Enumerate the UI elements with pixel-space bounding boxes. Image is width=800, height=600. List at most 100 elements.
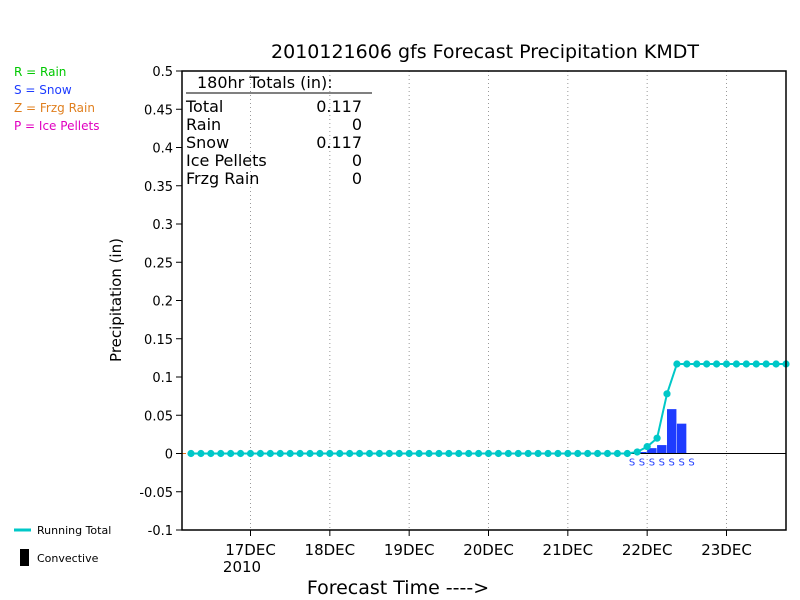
type-legend-item: Z = Frzg Rain xyxy=(14,101,95,115)
running-total-point xyxy=(712,360,721,368)
running-total-point xyxy=(643,443,651,451)
y-tick-label: -0.1 xyxy=(148,524,173,539)
x-tick-label: 18DEC xyxy=(305,541,356,559)
type-legend-item: R = Rain xyxy=(14,65,66,79)
precip-type-marker: S xyxy=(688,458,694,469)
running-total-point xyxy=(197,449,205,458)
totals-row-label: Rain xyxy=(186,115,221,134)
running-total-point xyxy=(415,449,423,458)
y-tick-label: 0.4 xyxy=(152,142,173,157)
running-total-point xyxy=(742,360,750,368)
type-legend-item: P = Ice Pellets xyxy=(14,119,99,133)
type-legend-item: S = Snow xyxy=(14,83,72,97)
y-axis-label: Precipitation (in) xyxy=(107,238,125,362)
x-axis-ticks: 17DEC 18DEC 19DEC 20DEC 21DEC 22DEC 23DEC xyxy=(225,530,752,559)
running-total-point xyxy=(455,449,463,458)
precip-bars xyxy=(627,409,786,454)
running-total-point xyxy=(385,449,393,458)
totals-row-value: 0 xyxy=(352,115,362,134)
totals-row-label: Frzg Rain xyxy=(186,169,259,188)
running-total-point xyxy=(465,449,473,458)
running-total-point xyxy=(484,449,493,458)
running-total-point xyxy=(722,360,731,368)
chart-title: 2010121606 gfs Forecast Precipitation KM… xyxy=(271,41,699,63)
running-total-point xyxy=(246,449,255,458)
convective-legend-swatch xyxy=(20,549,29,566)
totals-row-label: Ice Pellets xyxy=(186,151,267,170)
precip-type-marker: S xyxy=(629,458,635,469)
running-total-point xyxy=(584,449,592,458)
running-total-point xyxy=(732,360,741,368)
y-tick-label: 0.25 xyxy=(144,256,173,271)
series-legend-label: Convective xyxy=(37,552,99,565)
running-total-point xyxy=(355,449,364,458)
series-legend-label: Running Total xyxy=(37,524,111,537)
precip-bar xyxy=(667,409,677,454)
precip-type-marker: S xyxy=(639,458,645,469)
running-total-point xyxy=(683,360,691,368)
precip-type-marker: S xyxy=(649,458,655,469)
running-total-point xyxy=(534,449,542,458)
precip-bar xyxy=(647,448,657,454)
running-total-point xyxy=(425,449,433,458)
totals-row-value: 0.117 xyxy=(316,133,362,152)
running-total-point xyxy=(752,360,760,368)
y-tick-label: 0.3 xyxy=(152,218,173,233)
running-total-point xyxy=(286,449,294,458)
running-total-point xyxy=(494,449,503,458)
x-tick-label: 20DEC xyxy=(463,541,514,559)
running-total-point xyxy=(574,449,582,458)
running-total-point xyxy=(227,449,235,458)
totals-heading: 180hr Totals (in): xyxy=(197,73,333,92)
vertical-grid xyxy=(250,71,727,530)
running-total-point xyxy=(762,360,770,368)
running-total-point xyxy=(217,449,225,458)
precip-type-legend: R = Rain S = Snow Z = Frzg Rain P = Ice Pel… xyxy=(14,65,99,133)
running-total-point xyxy=(524,449,532,458)
plot-frame xyxy=(181,70,787,531)
running-total-point xyxy=(336,449,344,458)
running-total-point xyxy=(435,449,443,458)
x-axis-year-label: 2010 xyxy=(223,558,261,576)
running-total-point xyxy=(187,449,195,458)
running-total-series xyxy=(187,360,790,458)
running-total-point xyxy=(673,360,681,368)
precip-bar xyxy=(676,423,687,454)
running-total-point xyxy=(346,449,354,458)
totals-row-value: 0 xyxy=(352,169,362,188)
running-total-point xyxy=(375,449,384,458)
plot-area: 0.5 0.45 0.4 0.35 0.3 0.25 0.2 0.15 0.1 0.05 0 -0.0… xyxy=(139,65,790,559)
totals-row-value: 0 xyxy=(352,151,362,170)
totals-row-label: Total xyxy=(185,97,223,116)
precip-type-marker: S xyxy=(659,458,665,469)
running-total-point xyxy=(603,449,612,458)
running-total-point xyxy=(772,360,780,368)
running-total-point xyxy=(445,449,453,458)
running-total-point xyxy=(395,449,403,458)
running-total-point xyxy=(514,449,522,458)
x-axis-label: Forecast Time ----> xyxy=(307,577,489,599)
running-total-point xyxy=(474,449,483,458)
totals-row-value: 0.117 xyxy=(316,97,362,116)
running-total-point xyxy=(316,449,324,458)
running-total-point xyxy=(365,449,374,458)
precip-bar xyxy=(657,445,667,454)
running-total-point xyxy=(613,449,622,458)
running-total-point xyxy=(693,360,701,368)
y-tick-label: 0.2 xyxy=(152,295,173,310)
y-tick-label: -0.05 xyxy=(139,486,173,501)
running-total-point xyxy=(236,449,245,458)
y-tick-label: 0.35 xyxy=(144,180,173,195)
running-total-point xyxy=(306,449,314,458)
running-total-point xyxy=(703,360,711,368)
running-total-point xyxy=(633,448,641,456)
running-total-point xyxy=(593,449,602,458)
totals-row-label: Snow xyxy=(186,133,229,152)
precip-type-marker: S xyxy=(678,458,684,469)
y-axis-ticks: 0.5 0.45 0.4 0.35 0.3 0.25 0.2 0.15 0.1 0.05 0 -0.0… xyxy=(139,65,182,539)
totals-box: 180hr Totals (in): Total 0.117 Rain 0 Snow 0.… xyxy=(185,73,372,188)
x-tick-label: 17DEC xyxy=(225,541,276,559)
running-total-point xyxy=(207,449,215,458)
